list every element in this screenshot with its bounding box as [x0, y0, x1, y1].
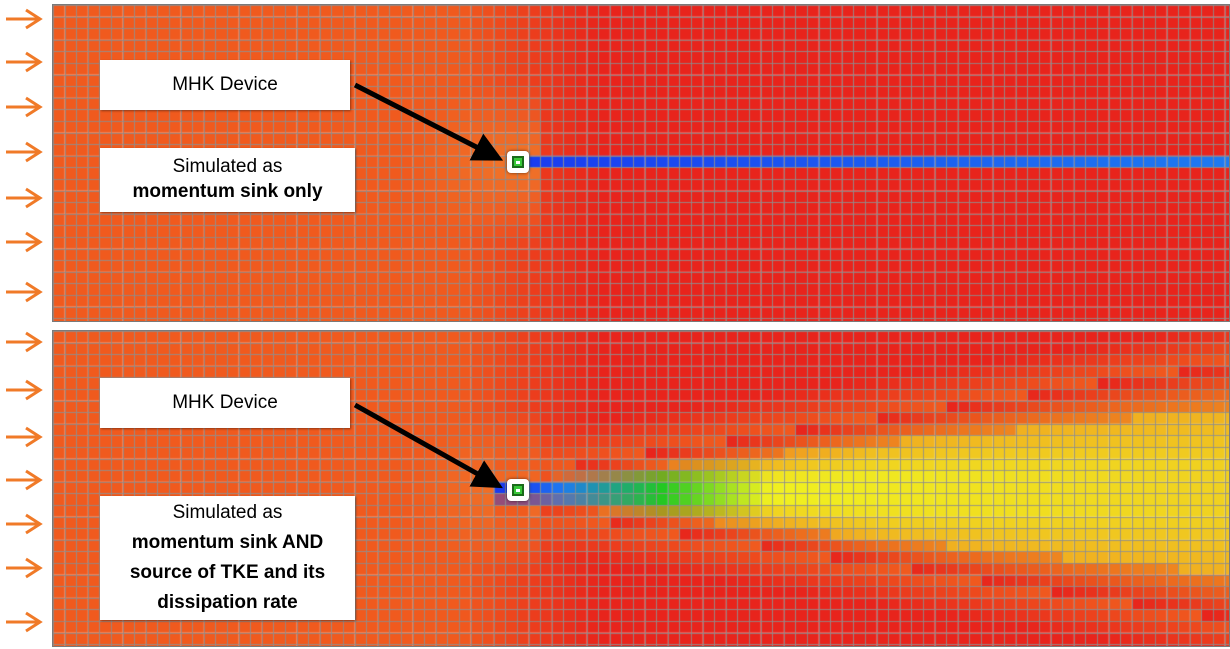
device-label-text: MHK Device — [172, 392, 278, 413]
right-arrow-icon — [4, 468, 44, 492]
right-arrow-icon — [4, 186, 44, 210]
right-arrow-icon — [4, 95, 44, 119]
device-label-bottom: MHK Device — [100, 378, 350, 428]
device-label-text: MHK Device — [172, 74, 278, 95]
right-arrow-icon — [4, 425, 44, 449]
right-arrow-icon — [4, 330, 44, 354]
description-line: dissipation rate — [157, 592, 298, 613]
description-box-bottom: Simulated as momentum sink AND source of… — [100, 496, 355, 620]
mhk-device-icon — [507, 479, 529, 501]
right-arrow-icon — [4, 7, 44, 31]
description-line: Simulated as — [172, 156, 283, 177]
description-box-top: Simulated as momentum sink only — [100, 148, 355, 212]
device-label-top: MHK Device — [100, 60, 350, 110]
right-arrow-icon — [4, 512, 44, 536]
right-arrow-icon — [4, 280, 44, 304]
mhk-device-icon — [507, 151, 529, 173]
description-line: momentum sink AND — [131, 532, 324, 553]
right-arrow-icon — [4, 610, 44, 634]
right-arrow-icon — [4, 556, 44, 580]
right-arrow-icon — [4, 230, 44, 254]
description-line: momentum sink only — [132, 181, 323, 202]
right-arrow-icon — [4, 140, 44, 164]
description-line: Simulated as — [172, 502, 283, 523]
right-arrow-icon — [4, 378, 44, 402]
right-arrow-icon — [4, 50, 44, 74]
description-line: source of TKE and its — [129, 562, 326, 583]
